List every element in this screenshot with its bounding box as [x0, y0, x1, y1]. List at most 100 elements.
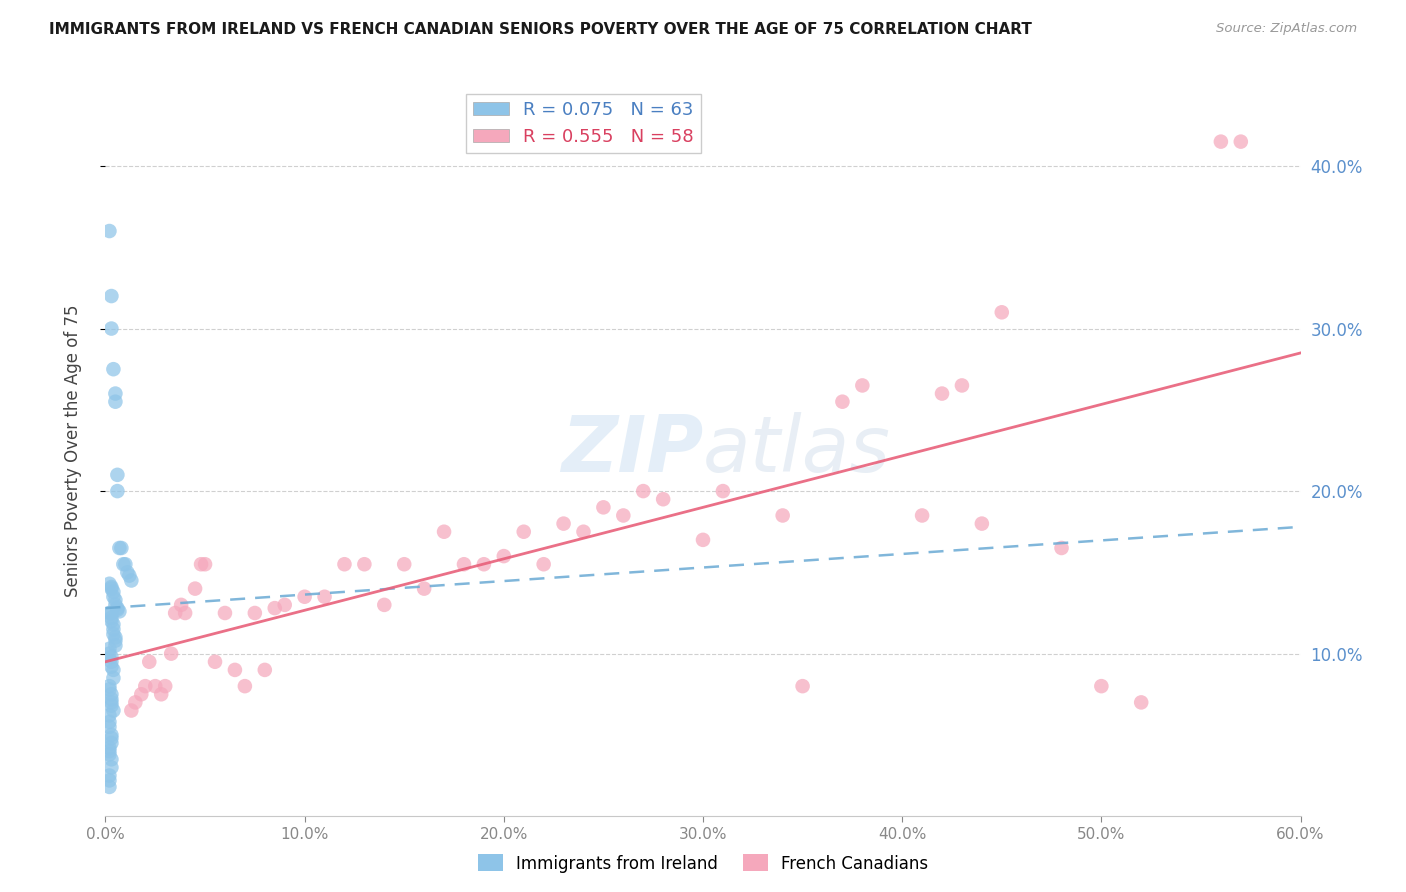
Point: [100, 731, 122, 746]
Point: [103, 704, 125, 718]
Point: [100, 614, 122, 628]
Point: [224, 663, 246, 677]
Point: [492, 549, 515, 563]
Point: [100, 760, 122, 774]
Point: [100, 736, 122, 750]
Point: [233, 679, 256, 693]
Point: [107, 603, 129, 617]
Point: [273, 598, 295, 612]
Point: [214, 606, 236, 620]
Point: [98, 641, 121, 656]
Point: [104, 593, 127, 607]
Point: [104, 631, 127, 645]
Point: [98, 768, 121, 782]
Point: [100, 698, 122, 713]
Point: [453, 558, 475, 572]
Point: [103, 362, 125, 376]
Point: [204, 655, 226, 669]
Point: [100, 659, 122, 673]
Point: [1090, 679, 1112, 693]
Point: [333, 558, 356, 572]
Point: [98, 780, 121, 794]
Point: [243, 606, 266, 620]
Point: [124, 695, 146, 709]
Point: [100, 649, 122, 664]
Point: [413, 582, 436, 596]
Point: [184, 582, 207, 596]
Point: [98, 224, 121, 238]
Point: [103, 663, 125, 677]
Point: [472, 558, 495, 572]
Point: [931, 386, 953, 401]
Point: [120, 704, 142, 718]
Point: [153, 679, 177, 693]
Point: [190, 558, 212, 572]
Point: [98, 744, 121, 758]
Point: [392, 558, 416, 572]
Point: [572, 524, 595, 539]
Point: [1130, 695, 1153, 709]
Text: atlas: atlas: [703, 412, 891, 489]
Point: [950, 378, 973, 392]
Point: [104, 639, 127, 653]
Point: [194, 558, 217, 572]
Point: [100, 606, 122, 620]
Point: [100, 695, 122, 709]
Point: [118, 568, 141, 582]
Point: [831, 394, 853, 409]
Point: [98, 606, 121, 620]
Point: [100, 752, 122, 766]
Point: [100, 728, 122, 742]
Point: [373, 598, 395, 612]
Point: [107, 484, 129, 499]
Point: [150, 687, 173, 701]
Point: [692, 533, 714, 547]
Point: [1050, 541, 1073, 555]
Point: [103, 622, 125, 636]
Point: [772, 508, 794, 523]
Point: [513, 524, 536, 539]
Point: [711, 484, 734, 499]
Point: [100, 611, 122, 625]
Point: [792, 679, 814, 693]
Point: [911, 508, 934, 523]
Point: [100, 582, 122, 596]
Point: [104, 633, 127, 648]
Point: [98, 682, 121, 697]
Point: [592, 500, 614, 515]
Point: [98, 576, 121, 591]
Point: [98, 714, 121, 729]
Point: [1209, 135, 1232, 149]
Point: [100, 289, 122, 303]
Point: [98, 708, 121, 723]
Point: [110, 541, 132, 555]
Point: [108, 604, 131, 618]
Point: [98, 747, 121, 762]
Point: [138, 655, 160, 669]
Point: [134, 679, 156, 693]
Point: [100, 321, 122, 335]
Point: [170, 598, 193, 612]
Point: [533, 558, 555, 572]
Point: [117, 566, 139, 580]
Point: [263, 601, 285, 615]
Point: [103, 590, 125, 604]
Point: [103, 617, 125, 632]
Point: [107, 601, 129, 615]
Point: [433, 524, 456, 539]
Point: [98, 679, 121, 693]
Text: Source: ZipAtlas.com: Source: ZipAtlas.com: [1216, 22, 1357, 36]
Point: [129, 687, 153, 701]
Point: [98, 740, 121, 755]
Point: [98, 720, 121, 734]
Legend: R = 0.075   N = 63, R = 0.555   N = 58: R = 0.075 N = 63, R = 0.555 N = 58: [465, 94, 702, 153]
Point: [103, 671, 125, 685]
Text: IMMIGRANTS FROM IRELAND VS FRENCH CANADIAN SENIORS POVERTY OVER THE AGE OF 75 CO: IMMIGRANTS FROM IRELAND VS FRENCH CANADI…: [49, 22, 1032, 37]
Point: [98, 647, 121, 661]
Point: [633, 484, 655, 499]
Point: [114, 558, 136, 572]
Text: ZIP: ZIP: [561, 412, 703, 489]
Point: [553, 516, 575, 531]
Point: [970, 516, 993, 531]
Point: [98, 773, 121, 788]
